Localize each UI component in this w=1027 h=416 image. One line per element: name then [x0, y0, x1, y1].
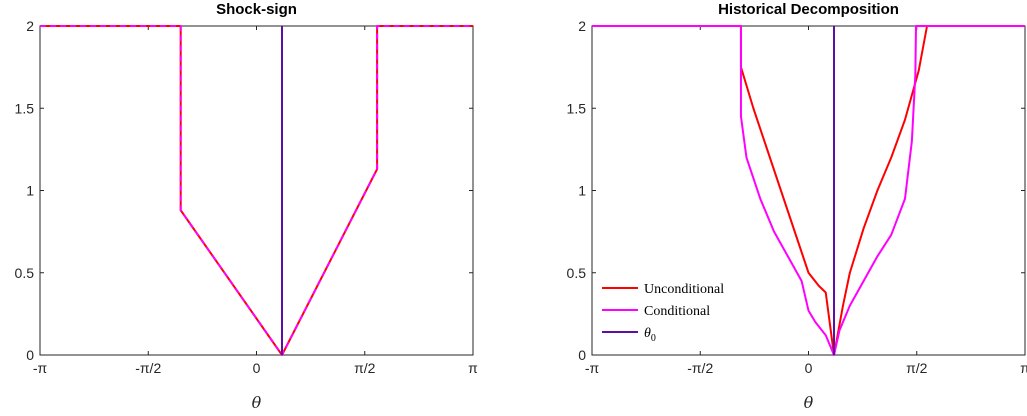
chart-shock-sign: Shock-sign θ -π -π/2 0 π/2 π 0 0.5 1 1.5 2	[15, 1, 479, 412]
legend: Unconditional Conditional θ0	[598, 273, 754, 347]
series-line-unconditional	[592, 25, 1025, 356]
x-tick-label: π/2	[906, 360, 928, 376]
x-tick-label: 0	[805, 360, 813, 376]
x-tick-label: -π	[585, 360, 600, 376]
y-tick-label: 0.5	[15, 265, 35, 281]
plot-area-frame	[39, 25, 474, 356]
x-tick-label: π	[1020, 360, 1027, 376]
x-tick-label: π/2	[354, 360, 376, 376]
chart-title: Historical Decomposition	[718, 1, 899, 18]
y-tick-label: 1.5	[567, 100, 587, 116]
x-axis-label: θ	[252, 393, 262, 412]
x-axis-label: θ	[804, 393, 814, 412]
x-tick-label: π	[468, 360, 478, 376]
x-tick-label: 0	[253, 360, 261, 376]
x-tick-label: -π/2	[135, 360, 161, 376]
series-line-conditional	[592, 25, 1025, 356]
ticks-group: -π -π/2 0 π/2 π 0 0.5 1 1.5 2	[15, 18, 479, 376]
ticks-group: -π -π/2 0 π/2 π 0 0.5 1 1.5 2	[567, 18, 1027, 376]
y-tick-label: 1	[26, 183, 34, 199]
y-tick-label: 1	[578, 183, 586, 199]
y-tick-label: 2	[578, 18, 586, 34]
series-group	[592, 25, 1025, 356]
chart-title: Shock-sign	[216, 1, 297, 18]
x-tick-label: -π/2	[687, 360, 713, 376]
legend-label: Unconditional	[644, 282, 724, 297]
y-tick-label: 0	[578, 347, 586, 363]
legend-label: Conditional	[644, 304, 710, 319]
series-line-1	[40, 25, 473, 356]
legend-label: θ0	[644, 326, 656, 344]
series-line-0	[40, 25, 473, 356]
series-group	[40, 25, 473, 356]
y-tick-label: 0.5	[567, 265, 587, 281]
y-tick-label: 1.5	[15, 100, 35, 116]
x-tick-label: -π	[33, 360, 48, 376]
y-tick-label: 2	[26, 18, 34, 34]
y-tick-label: 0	[26, 347, 34, 363]
chart-historical-decomposition: Historical Decomposition θ -π -π/2 0 π/2 π 0 0…	[567, 1, 1027, 412]
